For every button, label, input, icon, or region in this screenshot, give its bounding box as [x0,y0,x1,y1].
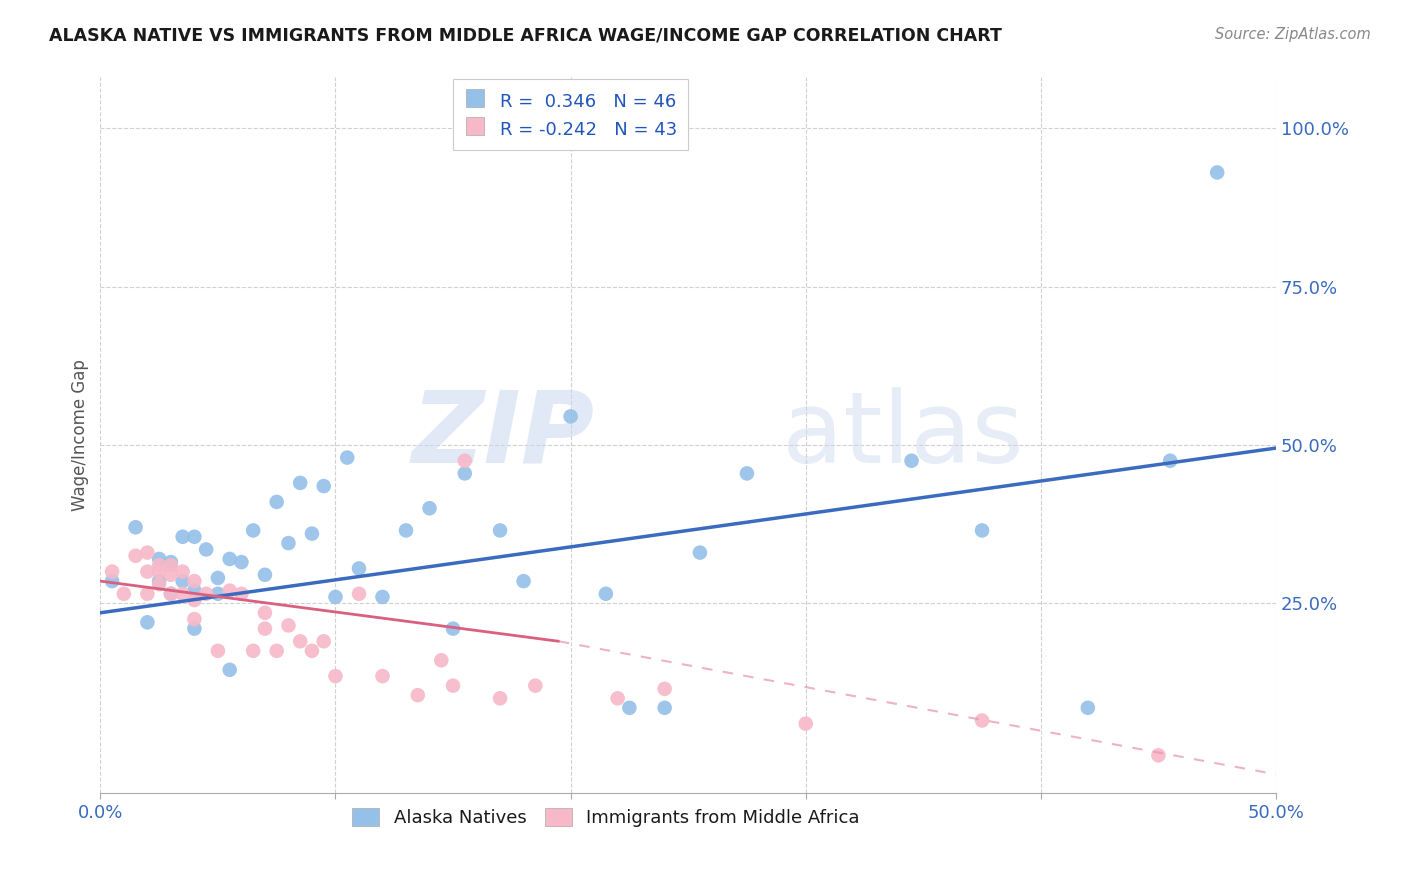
Point [101,574,124,588]
Point [218,583,240,598]
Point [560,409,582,424]
Point [160,587,183,601]
Point [242,644,264,658]
Point [231,587,253,601]
Legend: Alaska Natives, Immigrants from Middle Africa: Alaska Natives, Immigrants from Middle A… [344,801,866,834]
Point [970,714,993,728]
Point [1159,454,1181,468]
Point [489,524,512,538]
Point [290,475,312,490]
Point [183,622,205,636]
Point [148,558,170,573]
Point [101,565,124,579]
Point [312,479,335,493]
Text: ALASKA NATIVE VS IMMIGRANTS FROM MIDDLE AFRICA WAGE/INCOME GAP CORRELATION CHART: ALASKA NATIVE VS IMMIGRANTS FROM MIDDLE … [49,27,1002,45]
Point [124,520,146,534]
Point [195,587,218,601]
Point [266,495,288,509]
Point [266,644,288,658]
Point [183,583,205,598]
Point [253,622,276,636]
Point [524,679,547,693]
Text: Source: ZipAtlas.com: Source: ZipAtlas.com [1215,27,1371,42]
Point [148,574,170,588]
Point [606,691,628,706]
Point [454,454,477,468]
Point [312,634,335,648]
Point [325,590,347,604]
Point [489,691,512,706]
Point [290,634,312,648]
Point [301,644,323,658]
Point [218,663,240,677]
Point [277,536,299,550]
Point [1206,165,1229,179]
Point [231,555,253,569]
Point [172,565,194,579]
Point [406,688,429,702]
Point [619,701,641,715]
Point [253,606,276,620]
Point [160,587,183,601]
Point [430,653,453,667]
Point [1147,748,1170,763]
Point [148,552,170,566]
Point [347,587,370,601]
Point [148,577,170,591]
Point [172,587,194,601]
Point [112,587,135,601]
Point [172,530,194,544]
Point [148,565,170,579]
Text: atlas: atlas [782,387,1024,483]
Point [735,467,758,481]
Point [277,618,299,632]
Point [418,501,440,516]
Point [172,574,194,588]
Point [253,567,276,582]
Point [301,526,323,541]
Point [654,681,676,696]
Point [512,574,534,588]
Point [136,615,159,630]
Point [970,524,993,538]
Y-axis label: Wage/Income Gap: Wage/Income Gap [72,359,89,511]
Point [160,555,183,569]
Point [136,546,159,560]
Point [183,530,205,544]
Point [371,669,394,683]
Point [371,590,394,604]
Point [595,587,617,601]
Point [689,546,711,560]
Point [207,644,229,658]
Text: ZIP: ZIP [411,387,595,483]
Point [347,561,370,575]
Point [124,549,146,563]
Point [325,669,347,683]
Point [441,622,464,636]
Point [441,679,464,693]
Point [218,552,240,566]
Point [794,716,817,731]
Point [160,567,183,582]
Point [242,524,264,538]
Point [654,701,676,715]
Point [454,467,477,481]
Point [183,574,205,588]
Point [183,593,205,607]
Point [136,565,159,579]
Point [160,558,183,573]
Point [395,524,418,538]
Point [183,612,205,626]
Point [207,587,229,601]
Point [900,454,922,468]
Point [1077,701,1099,715]
Point [336,450,359,465]
Point [195,542,218,557]
Point [136,587,159,601]
Point [207,571,229,585]
